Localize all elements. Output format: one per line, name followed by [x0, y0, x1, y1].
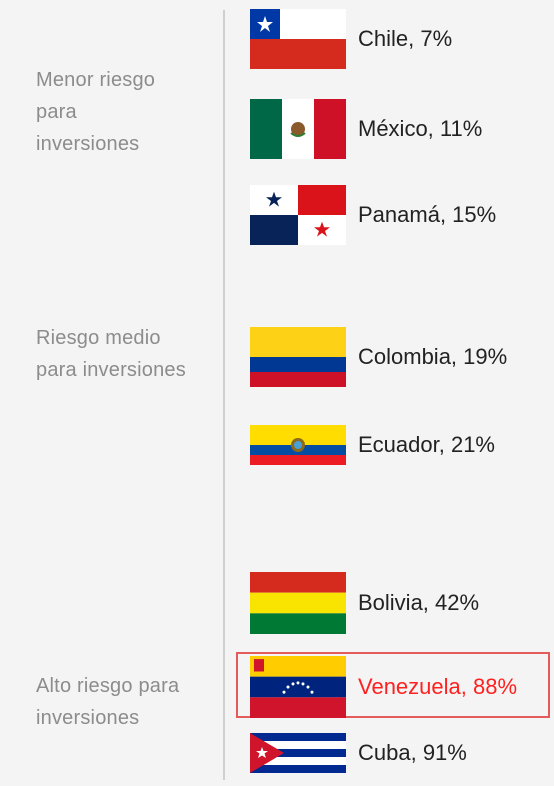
country-row-mexico: México, 11% [250, 99, 483, 159]
country-row-chile: Chile, 7% [250, 9, 453, 69]
country-label-chile: Chile, 7% [358, 26, 453, 51]
country-row-panama: Panamá, 15% [250, 185, 497, 245]
country-label-panama: Panamá, 15% [358, 202, 497, 227]
country-row-colombia: Colombia, 19% [250, 327, 508, 387]
country-label-bolivia: Bolivia, 42% [358, 590, 480, 615]
flag-bolivia-icon [250, 572, 346, 634]
country-row-venezuela: Venezuela, 88% [250, 656, 518, 718]
flag-chile-icon [250, 9, 346, 69]
category-medium-risk-label: Riesgo medio para inversiones [36, 327, 186, 381]
category-low-risk: Menor riesgo para inversiones [36, 64, 181, 160]
flag-venezuela-icon [250, 656, 346, 718]
category-medium-risk: Riesgo medio para inversiones [36, 322, 196, 386]
country-row-bolivia: Bolivia, 42% [250, 572, 480, 634]
flag-panama-icon [250, 185, 346, 245]
country-label-mexico: México, 11% [358, 116, 483, 141]
country-row-ecuador: Ecuador, 21% [250, 420, 495, 470]
flag-cuba-icon [250, 733, 346, 773]
country-label-ecuador: Ecuador, 21% [358, 432, 495, 457]
flag-colombia-icon [250, 327, 346, 387]
flag-mexico-icon [250, 99, 346, 159]
country-row-cuba: Cuba, 91% [250, 728, 467, 778]
category-high-risk-label: Alto riesgo para inversiones [36, 675, 180, 729]
flag-ecuador-icon [250, 425, 346, 465]
country-label-venezuela: Venezuela, 88% [358, 674, 518, 699]
country-label-cuba: Cuba, 91% [358, 740, 467, 765]
category-low-risk-label: Menor riesgo para inversiones [36, 69, 156, 155]
country-label-colombia: Colombia, 19% [358, 344, 508, 369]
vertical-divider [223, 10, 225, 780]
category-high-risk: Alto riesgo para inversiones [36, 670, 216, 734]
highlight-box-venezuela [236, 652, 550, 718]
